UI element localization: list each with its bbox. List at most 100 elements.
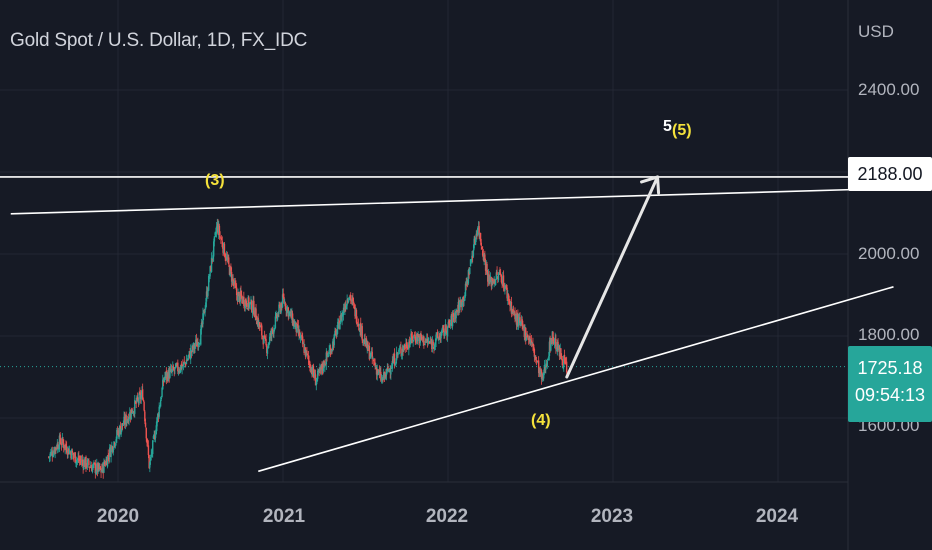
candle-body xyxy=(403,344,406,348)
candle-body xyxy=(556,342,559,352)
candle-body xyxy=(343,307,345,311)
candle-body xyxy=(362,339,364,341)
candle-body xyxy=(145,427,147,439)
candle-body xyxy=(325,352,328,365)
candle-body xyxy=(239,291,241,302)
candle-body xyxy=(400,353,403,356)
wave-label-4: (4) xyxy=(531,412,551,429)
candle-body xyxy=(311,369,313,375)
candle-body xyxy=(418,335,421,344)
candle-body xyxy=(160,398,163,400)
candle-body xyxy=(144,422,147,427)
target-price-tag[interactable]: 2188.00 xyxy=(848,157,932,191)
candle-body xyxy=(296,324,299,326)
chart-title[interactable]: Gold Spot / U.S. Dollar, 1D, FX_IDC xyxy=(10,30,308,51)
candle-body xyxy=(423,336,425,346)
candle-body xyxy=(126,420,128,424)
candle-body xyxy=(258,322,261,328)
candle-body xyxy=(139,391,141,394)
candle-body xyxy=(451,313,454,327)
candle-body xyxy=(291,313,294,326)
candle-body xyxy=(514,311,516,320)
candle-body xyxy=(461,305,463,307)
candle-body xyxy=(383,371,386,378)
candle-body xyxy=(430,342,432,344)
candle-body xyxy=(545,364,548,367)
candle-body xyxy=(465,282,467,286)
candle-body xyxy=(410,333,412,344)
candle-body xyxy=(449,322,452,326)
projection-arrow-line xyxy=(565,175,660,379)
candle-body xyxy=(464,295,466,301)
candle-body xyxy=(357,323,360,327)
candle-body xyxy=(50,451,52,456)
candle-body xyxy=(131,407,133,414)
candle-body xyxy=(402,348,404,352)
candle-body xyxy=(91,466,93,472)
candle-body xyxy=(243,304,246,308)
candle-body xyxy=(552,332,554,341)
candle-body xyxy=(385,374,387,377)
candle-body xyxy=(460,299,462,308)
candle-body xyxy=(111,446,114,452)
candle-body xyxy=(353,305,356,307)
candle-body xyxy=(326,351,328,357)
candle-body xyxy=(386,367,389,369)
candle-body xyxy=(251,310,254,313)
candle-body xyxy=(427,341,429,343)
candle-body xyxy=(316,377,318,383)
candle-body xyxy=(555,350,558,352)
last-price-tag[interactable]: 1725.18 09:54:13 xyxy=(848,346,932,422)
candle-body xyxy=(462,296,465,303)
candle-body xyxy=(129,413,132,418)
candle-body xyxy=(53,450,55,456)
candle-body xyxy=(90,467,92,469)
candle-body xyxy=(192,342,195,350)
candle-body xyxy=(437,337,439,339)
candle-body xyxy=(522,323,524,329)
candle-body xyxy=(420,333,422,337)
candle-body xyxy=(150,454,152,457)
candle-body xyxy=(471,255,473,261)
candle-body xyxy=(273,328,276,330)
candle-body xyxy=(190,349,192,360)
candle-body xyxy=(84,457,86,467)
candle-body xyxy=(375,367,377,369)
candle-body xyxy=(422,336,424,341)
candle-body xyxy=(175,365,178,367)
candle-body xyxy=(313,373,315,378)
candle-body xyxy=(201,321,203,324)
candle-body xyxy=(253,314,256,317)
candle-body xyxy=(136,396,138,403)
candle-body xyxy=(172,366,175,370)
candle-body xyxy=(81,459,83,463)
candle-body xyxy=(49,453,51,457)
candle-body xyxy=(282,293,284,298)
candle-body xyxy=(469,267,471,275)
candle-body xyxy=(235,285,237,289)
candle-body xyxy=(67,447,69,454)
candle-body xyxy=(426,338,428,342)
candle-body xyxy=(183,361,185,363)
candle-body xyxy=(517,313,519,326)
candle-body xyxy=(174,363,177,369)
candle-body xyxy=(328,349,330,354)
candle-body xyxy=(310,368,312,372)
candle-body xyxy=(206,290,208,297)
candle-body xyxy=(432,341,434,346)
candle-body xyxy=(372,358,374,360)
candle-body xyxy=(85,456,87,468)
trendline-upper-resistance xyxy=(10,187,894,215)
candle-body xyxy=(107,454,109,457)
candle-body xyxy=(418,335,420,338)
candle-body xyxy=(472,249,475,257)
candle-body xyxy=(72,452,74,456)
candle-body xyxy=(165,370,168,379)
candle-body xyxy=(392,359,394,363)
candle-body xyxy=(329,348,332,355)
candle-body xyxy=(506,287,508,299)
candle-body xyxy=(368,345,371,360)
candle-body xyxy=(356,321,358,325)
candle-body xyxy=(192,346,194,350)
